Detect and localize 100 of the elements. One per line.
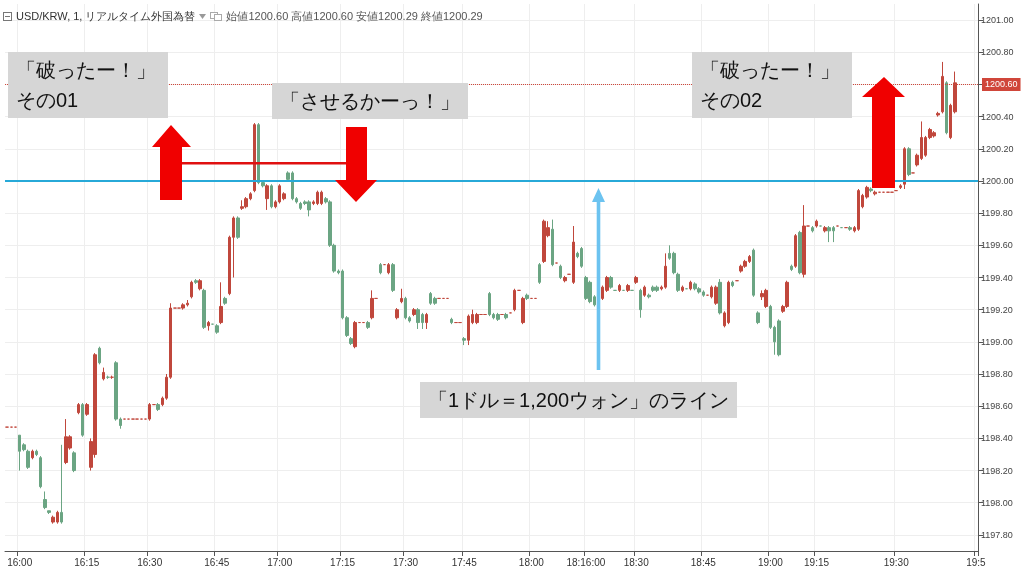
candlestick xyxy=(253,122,256,193)
y-tick-label: 1200.80 xyxy=(981,47,1014,58)
y-tick-label: 1200.00 xyxy=(981,175,1014,186)
candlestick xyxy=(404,296,407,320)
candlestick xyxy=(240,199,244,211)
candlestick xyxy=(752,248,755,298)
candlestick xyxy=(932,130,936,139)
candlestick xyxy=(903,146,906,190)
candlestick xyxy=(681,285,684,293)
candlestick xyxy=(727,280,730,325)
x-tick-label: 18:30 xyxy=(623,556,650,568)
x-tick-label: 18:16:00 xyxy=(566,556,606,568)
annotation: 「させるかーっ！」 xyxy=(272,83,468,119)
y-tick-label: 1200.40 xyxy=(981,111,1014,122)
candlestick xyxy=(572,225,575,285)
candlestick xyxy=(651,285,655,293)
candlestick xyxy=(416,307,420,330)
candlestick xyxy=(811,225,814,233)
candlestick xyxy=(664,252,667,290)
candlestick xyxy=(207,320,210,332)
candlestick xyxy=(31,449,34,460)
candlestick xyxy=(60,444,63,525)
y-tick-label: 1198.40 xyxy=(981,433,1013,444)
candlestick xyxy=(400,288,403,304)
y-tick-label: 1198.20 xyxy=(981,465,1013,476)
candlestick xyxy=(181,302,185,311)
candlestick xyxy=(790,264,793,272)
x-tick-label: 16:30 xyxy=(137,556,163,568)
candlestick xyxy=(823,225,827,233)
candlestick xyxy=(798,230,802,275)
y-tick-label: 1199.40 xyxy=(981,272,1013,283)
x-tick-label: 16:15 xyxy=(74,556,100,568)
candlestick xyxy=(941,61,944,114)
candlestick xyxy=(496,312,500,322)
candlestick xyxy=(743,259,747,269)
candlestick xyxy=(873,190,877,196)
y-tick-label: 1198.80 xyxy=(981,369,1013,380)
x-tick-label: 16:00 xyxy=(7,556,33,568)
annotation: 「破ったー！」その01 xyxy=(8,52,168,118)
candlestick xyxy=(907,146,911,177)
candlestick xyxy=(676,272,680,293)
candlestick xyxy=(563,275,567,283)
candlestick xyxy=(718,278,722,315)
candlestick xyxy=(848,225,852,232)
candlestick xyxy=(802,204,806,278)
candlestick xyxy=(559,264,562,280)
candlestick xyxy=(764,288,768,309)
candlestick xyxy=(521,296,525,325)
candlestick xyxy=(945,80,948,135)
candlestick xyxy=(525,293,529,301)
x-tick-label: 19:5 xyxy=(966,556,987,568)
candlestick xyxy=(462,336,466,346)
candlestick xyxy=(387,262,390,275)
candlestick xyxy=(320,190,323,206)
candlestick xyxy=(634,275,638,285)
x-tick-label: 17:45 xyxy=(451,556,478,568)
candlestick xyxy=(827,225,831,243)
y-tick-label: 1199.80 xyxy=(981,208,1013,219)
candlestick xyxy=(202,288,206,330)
y-tick-label: 1201.00 xyxy=(981,15,1014,26)
candlestick xyxy=(265,183,269,211)
candlestick xyxy=(77,402,80,415)
candlestick xyxy=(538,262,541,285)
candlestick xyxy=(194,278,198,285)
candlestick xyxy=(26,449,30,470)
annotation: 「1ドル＝1,200ウォン」のライン xyxy=(420,382,738,418)
candlestick xyxy=(102,367,105,381)
candlestick xyxy=(236,215,240,240)
candlestick xyxy=(379,262,382,275)
candlestick xyxy=(899,183,902,190)
candlestick xyxy=(513,288,516,312)
candlestick xyxy=(936,111,940,118)
candlestick xyxy=(475,312,479,325)
candlestick xyxy=(777,318,781,357)
x-tick-label: 18:45 xyxy=(690,556,717,568)
candlestick xyxy=(542,219,546,264)
candlestick xyxy=(98,346,101,365)
candlestick xyxy=(739,264,743,274)
candlestick xyxy=(626,283,630,293)
candlestick xyxy=(391,262,395,293)
candlestick xyxy=(869,186,873,193)
y-tick-label: 1199.00 xyxy=(981,336,1013,347)
candlestick xyxy=(584,275,588,301)
candlestick xyxy=(353,320,357,349)
candlestick xyxy=(223,296,227,306)
candlestick xyxy=(857,188,860,232)
candlestick xyxy=(647,293,651,299)
candlestick xyxy=(756,310,760,325)
candlestick xyxy=(72,450,76,473)
candlestick xyxy=(219,281,223,325)
x-tick-label: 18:00 xyxy=(518,556,545,568)
candlestick xyxy=(85,402,89,417)
ref-line-label: 1200.60 xyxy=(985,79,1018,90)
candlestick xyxy=(43,490,47,510)
candlestick xyxy=(580,246,583,269)
text: USD/KRW, 1, リアルタイム外国為替 xyxy=(16,9,196,24)
candlestick xyxy=(307,199,311,217)
candlestick xyxy=(551,219,554,267)
y-tick-label: 1200.20 xyxy=(981,143,1014,154)
candlestick xyxy=(51,515,55,525)
